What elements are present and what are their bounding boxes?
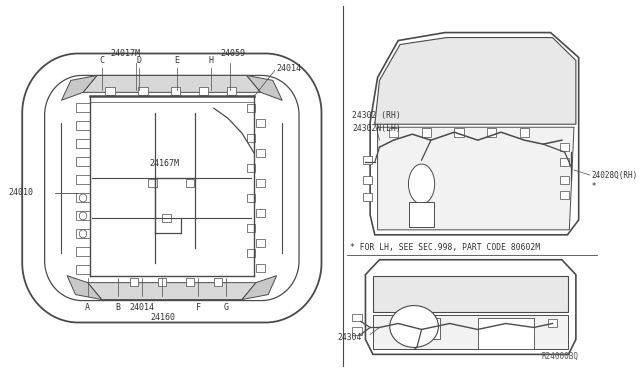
Text: B: B <box>115 302 120 312</box>
Bar <box>138 87 148 95</box>
Bar <box>487 128 497 137</box>
Polygon shape <box>378 127 574 230</box>
Text: G: G <box>223 302 228 312</box>
Bar <box>256 239 266 247</box>
Polygon shape <box>370 33 579 235</box>
Circle shape <box>79 194 87 202</box>
Bar <box>246 249 255 257</box>
Bar <box>454 128 463 137</box>
Bar <box>76 247 90 256</box>
Bar <box>186 278 195 286</box>
Polygon shape <box>373 276 568 311</box>
Bar <box>256 179 266 187</box>
Text: 24304: 24304 <box>337 333 362 342</box>
Text: F: F <box>196 302 200 312</box>
Polygon shape <box>242 276 276 299</box>
Bar <box>389 128 398 137</box>
Bar <box>76 265 90 274</box>
Circle shape <box>79 230 87 238</box>
Bar <box>106 87 115 95</box>
Bar <box>246 134 255 142</box>
Polygon shape <box>477 318 534 349</box>
Text: R24000BQ: R24000BQ <box>541 352 579 361</box>
Ellipse shape <box>408 164 435 204</box>
Text: 24014: 24014 <box>276 64 301 73</box>
Bar <box>76 229 90 238</box>
Bar <box>548 320 557 327</box>
Bar <box>560 191 570 199</box>
Polygon shape <box>246 76 282 100</box>
Bar <box>246 104 255 112</box>
Polygon shape <box>373 314 568 349</box>
Bar <box>171 87 180 95</box>
Bar <box>353 314 362 321</box>
Bar <box>130 278 138 286</box>
Bar <box>199 87 209 95</box>
Bar <box>256 149 266 157</box>
Bar <box>520 128 529 137</box>
Text: 24160: 24160 <box>150 312 175 321</box>
Text: 24010: 24010 <box>8 189 33 198</box>
Bar <box>256 209 266 217</box>
Bar <box>158 278 166 286</box>
Text: 24302 (RH): 24302 (RH) <box>353 111 401 120</box>
Polygon shape <box>45 76 299 301</box>
Bar <box>256 119 266 127</box>
Bar <box>76 121 90 130</box>
Polygon shape <box>83 76 260 92</box>
Polygon shape <box>375 38 576 124</box>
Text: 24059: 24059 <box>220 49 245 58</box>
Bar <box>76 103 90 112</box>
Text: 24017M: 24017M <box>110 49 140 58</box>
Text: 24167M: 24167M <box>149 158 179 167</box>
Bar <box>422 128 431 137</box>
Polygon shape <box>403 318 440 339</box>
Bar <box>246 194 255 202</box>
Polygon shape <box>410 202 434 227</box>
Bar <box>227 87 236 95</box>
Text: C: C <box>99 57 104 65</box>
Text: 24014: 24014 <box>129 302 154 312</box>
Bar <box>560 158 570 166</box>
Text: 24028Q(RH): 24028Q(RH) <box>592 170 638 180</box>
Polygon shape <box>22 54 321 323</box>
Bar <box>148 179 157 187</box>
Bar <box>246 164 255 172</box>
Bar <box>363 156 372 164</box>
Bar <box>186 179 195 187</box>
Text: *: * <box>592 183 596 192</box>
Text: D: D <box>136 57 141 65</box>
Text: * FOR LH, SEE SEC.998, PART CODE 80602M: * FOR LH, SEE SEC.998, PART CODE 80602M <box>349 243 540 252</box>
Text: E: E <box>174 57 179 65</box>
Bar <box>76 211 90 220</box>
Text: H: H <box>209 57 214 65</box>
Circle shape <box>79 212 87 220</box>
Bar <box>76 193 90 202</box>
Bar <box>363 176 372 184</box>
Text: A: A <box>85 302 90 312</box>
Bar <box>76 175 90 184</box>
Bar <box>214 278 222 286</box>
Bar <box>163 214 171 222</box>
Bar <box>76 157 90 166</box>
Bar <box>560 176 570 184</box>
Polygon shape <box>88 283 256 299</box>
Bar <box>560 143 570 151</box>
Polygon shape <box>67 276 102 299</box>
Bar <box>363 193 372 201</box>
Bar <box>256 264 266 272</box>
Bar <box>76 139 90 148</box>
Bar <box>246 224 255 232</box>
Text: 24302N(LH): 24302N(LH) <box>353 124 401 133</box>
Polygon shape <box>61 76 97 100</box>
Polygon shape <box>365 260 576 355</box>
Bar <box>353 327 362 336</box>
Ellipse shape <box>390 305 438 347</box>
